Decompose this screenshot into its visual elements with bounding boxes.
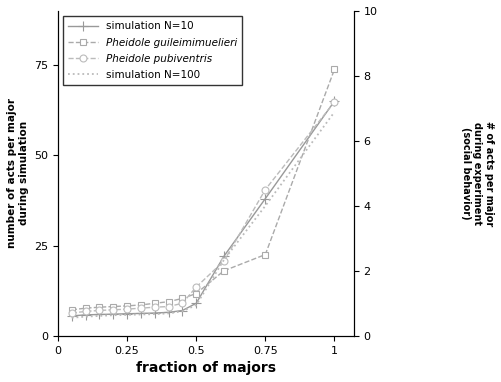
Y-axis label: number of acts per major
during simulation: number of acts per major during simulati… — [7, 98, 29, 248]
X-axis label: fraction of majors: fraction of majors — [136, 361, 276, 375]
Y-axis label: # of acts per major
during experiment
(social behavior): # of acts per major during experiment (s… — [461, 121, 494, 226]
Legend: simulation N=10, Pheidole guileimimuelieri, Pheidole pubiventris, simulation N=1: simulation N=10, Pheidole guileimimuelie… — [63, 16, 242, 85]
